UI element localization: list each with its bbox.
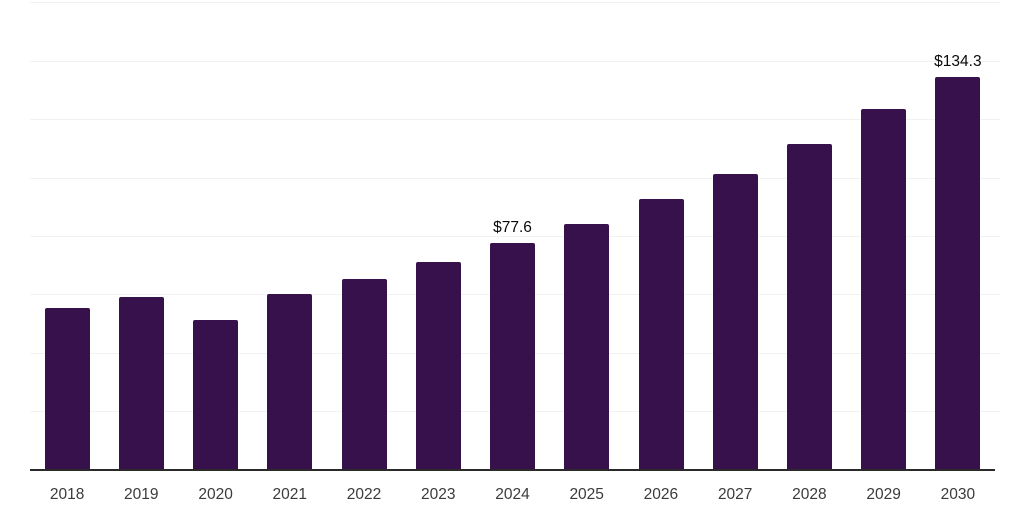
bar-2026 (638, 199, 684, 470)
bar-2028 (786, 143, 832, 470)
gridline-120 (30, 119, 1000, 121)
gridline-140 (30, 60, 1000, 62)
bar-2030 (935, 77, 981, 470)
x-tick-2024: 2024 (495, 486, 530, 503)
x-axis-line (30, 468, 995, 471)
bar-2019 (118, 296, 164, 470)
bar-2020 (193, 319, 239, 470)
x-tick-2028: 2028 (792, 486, 827, 503)
bar-2027 (712, 173, 758, 470)
x-tick-2030: 2030 (940, 486, 976, 503)
x-tick-2026: 2026 (643, 486, 679, 503)
bar-2022 (341, 278, 387, 470)
bar-2029 (861, 109, 907, 470)
bar-2021 (267, 294, 313, 470)
x-tick-2025: 2025 (569, 486, 604, 503)
x-tick-2020: 2020 (198, 486, 233, 503)
bar-2023 (415, 261, 461, 470)
x-tick-2018: 2018 (49, 486, 85, 503)
bar-2025 (564, 223, 610, 470)
data-label-2024: $77.6 (493, 218, 532, 236)
x-tick-2023: 2023 (421, 486, 456, 503)
bar-2018 (44, 307, 90, 470)
data-label-2030: $134.3 (934, 53, 982, 71)
gridline-100 (30, 177, 1000, 179)
x-tick-2029: 2029 (866, 486, 901, 503)
x-tick-2019: 2019 (124, 486, 159, 503)
bar-2024 (490, 242, 535, 470)
x-tick-2021: 2021 (272, 486, 308, 503)
x-tick-2022: 2022 (346, 486, 382, 503)
x-tick-2027: 2027 (717, 486, 753, 503)
gridline-160 (30, 2, 1000, 4)
